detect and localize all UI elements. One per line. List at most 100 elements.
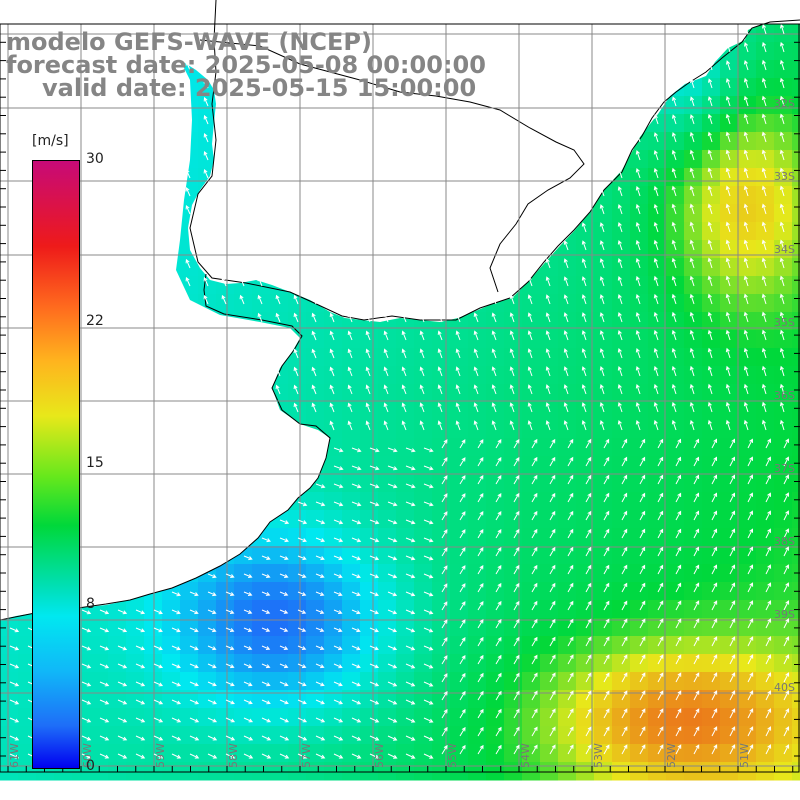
wind-arrow [603, 726, 610, 737]
lon-label: 54W [519, 743, 532, 768]
wind-arrow [473, 366, 479, 377]
wind-arrow [743, 365, 749, 377]
wind-arrow [657, 726, 664, 737]
field-cell [342, 600, 361, 619]
field-cell [648, 510, 667, 529]
field-cell [576, 546, 595, 565]
field-cell [90, 618, 109, 637]
wind-arrow [567, 600, 574, 611]
wind-arrow [765, 744, 772, 755]
field-cell [792, 24, 800, 43]
wind-arrow [747, 600, 754, 611]
field-cell [792, 114, 800, 133]
wind-arrow [707, 113, 713, 125]
field-cell [360, 690, 379, 709]
wind-arrow [153, 717, 164, 723]
wind-arrow [707, 203, 713, 215]
wind-arrow [747, 726, 754, 737]
field-cell [756, 654, 775, 673]
wind-arrow [297, 555, 307, 561]
field-cell [648, 546, 667, 565]
field-cell [486, 474, 505, 493]
wind-arrow [225, 681, 235, 687]
wind-arrow [351, 519, 362, 525]
field-cell [702, 492, 721, 511]
wind-arrow [657, 510, 664, 521]
field-cell [558, 600, 577, 619]
field-cell [144, 600, 163, 619]
wind-arrow [635, 132, 641, 143]
field-cell [414, 672, 433, 691]
field-cell [288, 690, 307, 709]
colorbar-label-0: 0 [86, 758, 95, 774]
wind-arrow [311, 366, 317, 377]
wind-arrow [315, 699, 325, 705]
wind-arrow [401, 312, 407, 323]
wind-arrow [369, 663, 380, 669]
field-cell [324, 726, 343, 745]
wind-arrow [729, 564, 736, 575]
field-cell [702, 546, 721, 565]
wind-arrow [549, 618, 556, 629]
wind-arrow [81, 681, 92, 687]
wind-arrow [531, 474, 538, 485]
wind-arrow [726, 60, 731, 71]
field-cell [306, 564, 325, 583]
wind-arrow [725, 419, 731, 431]
field-cell [720, 492, 739, 511]
wind-arrow [207, 753, 218, 759]
wind-arrow [405, 465, 416, 471]
lat-label: 36S [774, 389, 795, 402]
lon-label: 58W [227, 743, 240, 768]
wind-arrow [365, 384, 371, 395]
field-cell [684, 474, 703, 493]
field-cell [666, 438, 685, 457]
wind-arrow [117, 735, 128, 741]
colorbar-label-15: 15 [86, 454, 104, 471]
wind-arrow [311, 330, 317, 341]
wind-arrow [725, 131, 731, 143]
field-cell [504, 600, 523, 619]
wind-arrow [549, 600, 556, 611]
field-cell [288, 546, 307, 565]
wind-arrow [729, 510, 736, 521]
wind-arrow [657, 636, 664, 647]
wind-arrow [779, 275, 785, 287]
wind-arrow [671, 365, 677, 377]
wind-arrow [455, 402, 461, 413]
field-cell [162, 708, 181, 727]
wind-arrow [441, 439, 448, 449]
wind-arrow [311, 384, 317, 395]
lat-label: 32S [774, 97, 795, 110]
wind-arrow [765, 690, 772, 701]
field-cell [612, 708, 631, 727]
field-cell [666, 690, 685, 709]
wind-arrow [531, 438, 538, 449]
wind-arrow [693, 474, 700, 485]
field-cell [612, 654, 631, 673]
field-cell [648, 492, 667, 511]
field-cell [486, 762, 505, 781]
wind-arrow [783, 672, 790, 683]
field-cell [0, 618, 19, 637]
wind-arrow [725, 149, 731, 161]
field-cell [540, 546, 559, 565]
wind-arrow [639, 672, 646, 683]
field-cell [342, 708, 361, 727]
wind-arrow [135, 717, 146, 723]
field-cell [504, 744, 523, 763]
lat-label: 35S [774, 316, 795, 329]
field-cell [252, 618, 271, 637]
field-cell [18, 672, 37, 691]
field-cell [684, 708, 703, 727]
field-cell [288, 600, 307, 619]
wind-arrow [423, 663, 434, 669]
field-cell [396, 600, 415, 619]
wind-arrow [779, 239, 785, 251]
field-cell [720, 474, 739, 493]
wind-arrow [333, 555, 343, 561]
wind-arrow [675, 456, 682, 467]
wind-arrow [621, 672, 628, 683]
wind-arrow [473, 312, 479, 323]
wind-arrow [603, 672, 610, 683]
